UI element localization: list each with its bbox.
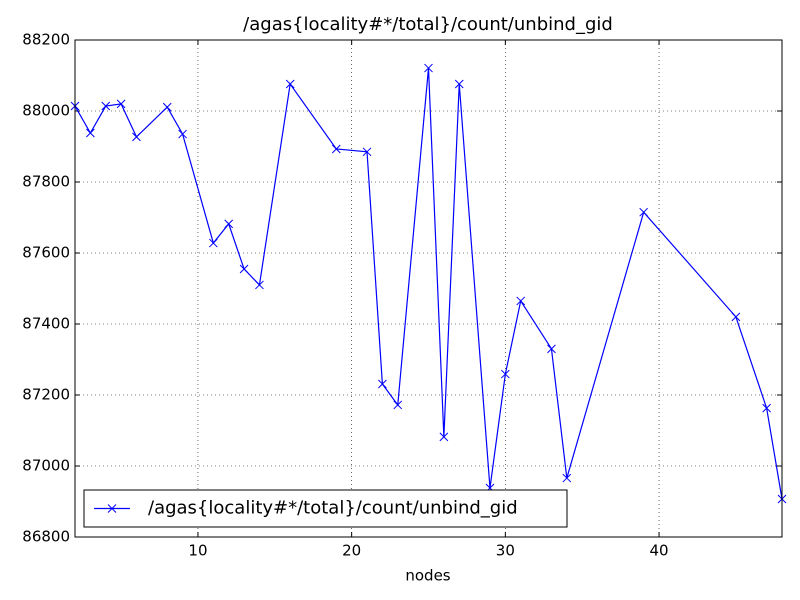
data-point	[762, 403, 771, 413]
data-point	[239, 264, 249, 274]
y-tick-label: 88000	[22, 102, 70, 120]
y-tick-label: 87400	[22, 315, 70, 333]
data-point	[562, 473, 572, 483]
data-point	[516, 296, 526, 306]
data-point	[731, 312, 741, 322]
y-tick-label: 87800	[22, 173, 70, 191]
x-tick-label: 40	[649, 542, 668, 560]
x-axis-label: nodes	[405, 567, 450, 585]
legend-box	[83, 489, 568, 528]
data-point	[331, 144, 341, 154]
data-point	[116, 99, 126, 109]
data-point	[132, 132, 141, 142]
chart-title: /agas{locality#*/total}/count/unbind_gid	[243, 14, 613, 35]
data-point	[454, 79, 464, 89]
data-point	[162, 102, 172, 112]
x-tick-label: 30	[496, 542, 515, 560]
data-point	[547, 344, 556, 354]
data-point	[86, 128, 95, 138]
data-point	[224, 219, 234, 229]
legend-marker	[107, 504, 117, 513]
data-point	[285, 79, 295, 89]
data-point	[639, 207, 649, 217]
y-tick-label: 87000	[22, 457, 70, 475]
y-tick-label: 87600	[22, 244, 70, 262]
y-tick-label: 86800	[22, 528, 70, 546]
data-point	[362, 147, 372, 157]
y-tick-label: 88200	[22, 31, 70, 49]
data-point	[439, 432, 449, 442]
plot-frame	[74, 39, 783, 538]
data-point	[101, 101, 111, 111]
data-point	[208, 238, 218, 248]
data-point	[424, 63, 433, 73]
data-point	[255, 280, 264, 290]
x-tick-label: 10	[188, 542, 207, 560]
x-tick-label: 20	[342, 542, 361, 560]
data-point	[378, 379, 387, 389]
y-tick-label: 87200	[22, 386, 70, 404]
data-point	[178, 129, 187, 139]
data-line	[74, 67, 783, 500]
data-point	[393, 400, 403, 410]
data-point	[500, 369, 510, 379]
legend-label: /agas{locality#*/total}/count/unbind_gid	[148, 498, 518, 519]
